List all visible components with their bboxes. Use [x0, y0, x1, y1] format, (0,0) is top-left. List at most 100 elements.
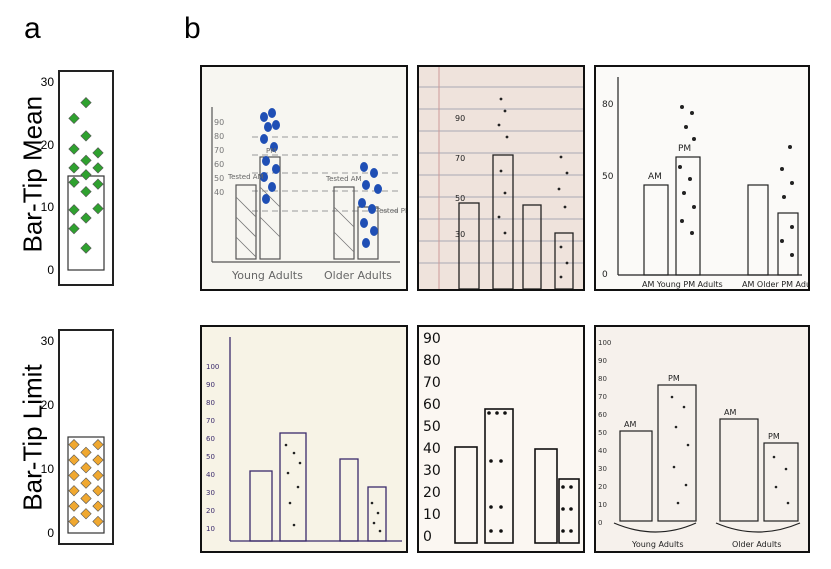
sketch-2-tick-30: 30: [455, 230, 465, 239]
sketch-6-pm1-label: PM: [668, 374, 680, 383]
data-point: [80, 212, 92, 224]
data-point: [92, 147, 104, 159]
sketch-4-tick: 20: [206, 507, 215, 515]
data-point: [92, 454, 104, 466]
sketch-4-tick: 60: [206, 435, 215, 443]
sketch-1-tick-60: 60: [214, 160, 224, 169]
sketch-5-tick: 90: [423, 331, 441, 347]
sketch-6-tick: 50: [598, 429, 607, 437]
sketch-photo-3: 0 50 80 AM PM AM Young PM Adults AM Olde…: [594, 65, 810, 291]
row-label-bar-tip-limit: Bar-Tip Limit: [17, 364, 48, 511]
sketch-6-tick: 100: [598, 339, 611, 347]
sketch-photo-2: 30 50 70 90: [417, 65, 585, 291]
data-point: [68, 439, 80, 451]
sketch-6-tick: 70: [598, 393, 607, 401]
data-point: [68, 204, 80, 216]
sketch-5-drawing: 0 10 20 30 40 50 60 70 80 90: [423, 331, 580, 545]
data-point: [80, 130, 92, 142]
y-tick-label: 20: [40, 137, 54, 152]
sketch-6-group1-label: Young Adults: [631, 540, 684, 549]
sketch-6-group2-label: Older Adults: [732, 540, 781, 549]
sketch-1-group2-label: Older Adults: [324, 269, 392, 282]
sketch-4-tick: 40: [206, 471, 215, 479]
sketch-6-tick: 30: [598, 465, 607, 473]
sketch-3-tick-50: 50: [602, 172, 614, 182]
sketch-photo-1: Young Adults Older Adults Tested AM PM T…: [200, 65, 408, 291]
sketch-2-tick-90: 90: [455, 114, 465, 123]
data-point: [80, 446, 92, 458]
sketch-1-bar4-label: Tested PM: [375, 207, 406, 215]
sketch-1-tick-40: 40: [214, 188, 224, 197]
bar: [67, 436, 105, 534]
sketch-1-bar2-label: PM: [266, 147, 276, 155]
data-point: [68, 485, 80, 497]
chart-bar-tip-mean-plot: [67, 97, 105, 271]
chart-bar-tip-limit-plot: [67, 436, 105, 534]
data-point: [68, 223, 80, 235]
sketch-2-tick-50: 50: [455, 194, 465, 203]
sketch-2-tick-70: 70: [455, 154, 465, 163]
sketch-3-am-label: AM: [648, 172, 662, 182]
sketch-1-group1-label: Young Adults: [231, 269, 303, 282]
data-point: [68, 143, 80, 155]
data-point: [68, 176, 80, 188]
chart-bar-tip-limit: [58, 329, 114, 545]
sketch-photo-5: 0 10 20 30 40 50 60 70 80 90: [417, 325, 585, 553]
sketch-5-tick: 70: [423, 375, 441, 391]
data-point: [68, 162, 80, 174]
sketch-1-tick-70: 70: [214, 146, 224, 155]
sketch-3-group1-label: AM Young PM Adults: [642, 280, 723, 289]
chart-bar-tip-mean: [58, 70, 114, 286]
sketch-4-tick: 30: [206, 489, 215, 497]
sketch-1-tick-50: 50: [214, 174, 224, 183]
sketch-3-tick-80: 80: [602, 100, 614, 110]
data-point: [80, 186, 92, 198]
data-point: [68, 454, 80, 466]
data-point: [80, 242, 92, 254]
sketch-1-drawing: Young Adults Older Adults Tested AM PM T…: [211, 107, 406, 282]
sketch-1-tick-80: 80: [214, 132, 224, 141]
sketch-4-tick: 80: [206, 399, 215, 407]
sketch-1-tick-90: 90: [214, 118, 224, 127]
data-point: [80, 492, 92, 505]
data-point: [92, 202, 104, 215]
data-point: [80, 169, 92, 181]
y-tick-label: 30: [40, 334, 54, 348]
sketch-3-pm-label: PM: [678, 144, 691, 154]
data-point: [92, 178, 104, 190]
sketch-4-tick: 70: [206, 417, 215, 425]
data-point: [80, 154, 92, 166]
sketch-3-tick-0: 0: [602, 270, 608, 280]
data-point: [92, 162, 104, 174]
sketch-4-tick: 100: [206, 363, 219, 371]
data-point: [80, 477, 92, 489]
sketch-5-tick: 20: [423, 485, 441, 501]
data-point: [92, 515, 104, 528]
sketch-6-pm2-label: PM: [768, 432, 780, 441]
data-point: [92, 500, 104, 512]
sketch-5-tick: 60: [423, 397, 441, 413]
data-point: [92, 469, 104, 482]
sketch-3-group2-label: AM Older PM Adults: [742, 280, 808, 289]
data-point: [92, 485, 104, 497]
data-point: [68, 500, 80, 512]
sketch-photo-6: 0 10 20 30 40 50 60 70 80 90 100 AM PM AM PM Young…: [594, 325, 810, 553]
sketch-2-drawing: 30 50 70 90: [419, 67, 583, 289]
row-label-bar-tip-mean: Bar-Tip Mean: [17, 95, 48, 253]
data-point: [80, 508, 92, 520]
data-point: [68, 112, 80, 124]
sketch-4-tick: 50: [206, 453, 215, 461]
sketch-1-bar3-label: Tested AM: [325, 175, 362, 183]
data-point: [80, 462, 92, 474]
y-tick-label: 20: [40, 398, 54, 412]
sketch-6-tick: 60: [598, 411, 607, 419]
sketch-4-tick: 90: [206, 381, 215, 389]
sketch-6-tick: 10: [598, 501, 607, 509]
sketch-4-drawing: 10 20 30 40 50 60 70 80 90 100: [206, 337, 402, 542]
y-tick-label: 0: [47, 526, 54, 540]
sketch-6-tick: 80: [598, 375, 607, 383]
sketch-6-drawing: 0 10 20 30 40 50 60 70 80 90 100 AM PM AM PM Young…: [598, 339, 801, 549]
sketch-4-tick: 10: [206, 525, 215, 533]
sketch-6-tick: 20: [598, 483, 607, 491]
sketch-6-am2-label: AM: [724, 408, 736, 417]
